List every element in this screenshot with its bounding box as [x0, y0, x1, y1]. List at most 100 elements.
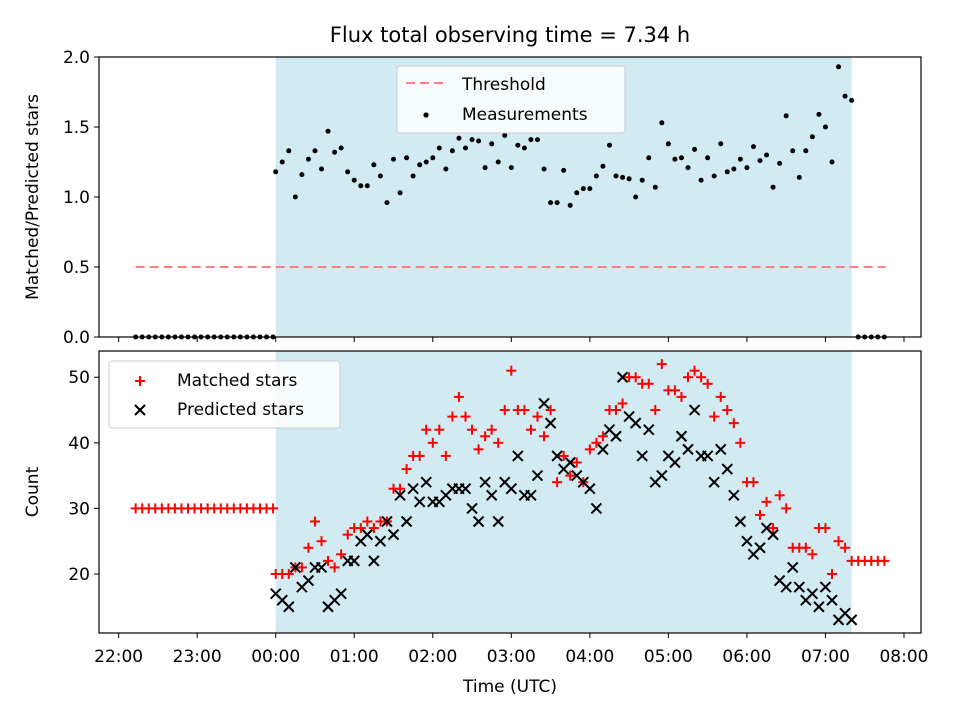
cross-stroke [394, 489, 406, 501]
matched-point [309, 516, 320, 527]
predicted-point [780, 581, 792, 593]
cross-stroke [472, 515, 485, 528]
cross-stroke [134, 404, 146, 416]
cross-stroke [466, 502, 478, 515]
measurement-point [286, 148, 292, 154]
y-tick-label: 1.5 [63, 118, 90, 138]
predicted-point [394, 489, 406, 501]
matched-point [460, 411, 471, 422]
x-tick-label: 08:00 [879, 647, 928, 667]
cross-stroke [361, 528, 374, 541]
predicted-point [590, 502, 603, 515]
matched-point [427, 437, 438, 448]
matched-point [715, 391, 726, 402]
measurement-point [613, 173, 619, 179]
measurement-point [377, 173, 383, 179]
legend-matched-swatch [135, 376, 145, 386]
matched-point [283, 568, 294, 579]
measurement-point [534, 137, 540, 143]
predicted-point [767, 528, 779, 541]
predicted-point [708, 476, 720, 488]
predicted-point [459, 483, 472, 495]
bottom-y-axis-label: Count [23, 466, 43, 517]
predicted-point [544, 417, 557, 429]
matched-point [774, 490, 785, 501]
cross-stroke [728, 489, 740, 501]
matched-point [486, 424, 497, 435]
bottom-x-ticks: 22:00 23:00 00:00 01:00 02:00 03:00 04:00 05:00… [94, 633, 928, 667]
predicted-point [813, 601, 825, 613]
cross-stroke [819, 581, 832, 593]
matched-point [728, 418, 739, 429]
cross-stroke [610, 430, 622, 442]
matched-point [480, 431, 491, 442]
cross-stroke [682, 443, 694, 456]
predicted-point [629, 417, 642, 429]
measurement-point [561, 167, 567, 173]
matched-point [499, 405, 510, 416]
cross-stroke [760, 522, 773, 534]
matched-point [826, 568, 837, 579]
legend-cross-marker [134, 404, 146, 416]
measurement-point [410, 173, 416, 179]
matched-point [362, 516, 373, 527]
measurement-point [698, 177, 704, 183]
measurement-point [508, 165, 514, 171]
legend-box [108, 360, 341, 429]
cross-stroke [839, 607, 851, 620]
y-tick-label: 20 [68, 565, 90, 585]
y-tick-label: 0.0 [63, 328, 90, 348]
matched-point [689, 365, 700, 376]
matched-stars-points [130, 359, 890, 579]
measurement-point [397, 190, 403, 196]
predicted-point [472, 515, 485, 528]
measurement-point [790, 148, 796, 154]
cross-stroke [590, 502, 603, 515]
cross-stroke [656, 469, 668, 482]
predicted-point [381, 515, 393, 528]
measurement-point [417, 162, 423, 168]
predicted-point [688, 404, 701, 416]
predicted-point [701, 450, 714, 462]
matched-point [656, 359, 667, 370]
cross-stroke [806, 587, 819, 600]
cross-stroke [551, 450, 563, 462]
cross-stroke [459, 483, 472, 495]
legend-measurements-swatch [423, 112, 429, 118]
measurement-point [750, 144, 756, 150]
matched-point [755, 509, 766, 520]
predicted-point [348, 555, 360, 567]
y-tick-label: 30 [68, 499, 90, 519]
matched-point [617, 398, 628, 409]
measurement-point [737, 156, 743, 162]
matched-point [722, 405, 733, 416]
measurement-point [299, 172, 305, 178]
predicted-point [289, 561, 302, 574]
measurement-point [391, 156, 397, 162]
predicted-point [368, 555, 380, 567]
measurement-point [351, 177, 357, 183]
measurement-point [646, 155, 652, 161]
measurement-point [279, 159, 285, 165]
matched-point [591, 437, 602, 448]
measurement-point [338, 145, 344, 151]
predicted-point [597, 443, 609, 456]
cross-stroke [767, 528, 779, 541]
matched-point [532, 411, 543, 422]
matched-point [296, 562, 307, 573]
y-tick-label: 1.0 [63, 188, 90, 208]
legend-matched-label: Matched stars [177, 371, 297, 391]
measurement-point [718, 141, 724, 147]
legend-plus-marker [135, 376, 145, 386]
measurement-point [783, 113, 789, 119]
cross-stroke [492, 515, 504, 528]
x-axis-label: Time (UTC) [462, 677, 557, 697]
measurement-point [548, 200, 554, 206]
x-tick-label: 04:00 [565, 647, 614, 667]
cross-stroke [741, 535, 753, 547]
predicted-point [538, 397, 550, 410]
cross-stroke [283, 601, 295, 613]
predicted-point [531, 469, 544, 482]
measurement-point [685, 165, 691, 171]
